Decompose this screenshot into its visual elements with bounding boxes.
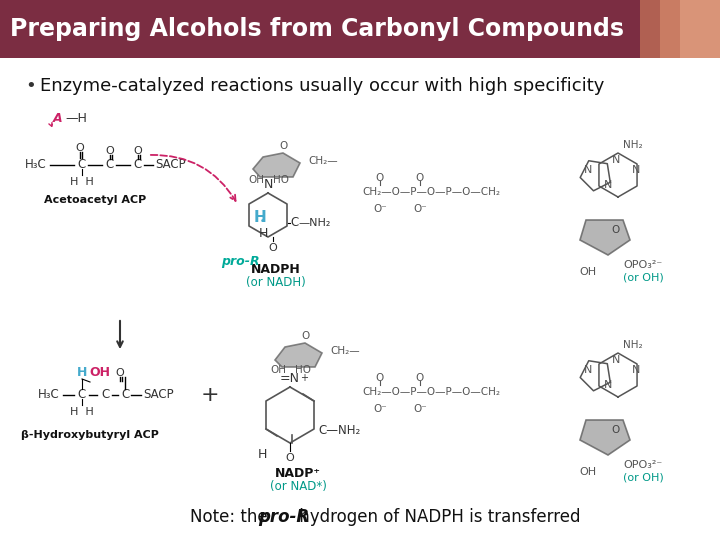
Text: —H: —H [65, 111, 87, 125]
Text: CH₂—O—P—O—P—O—CH₂: CH₂—O—P—O—P—O—CH₂ [362, 387, 500, 397]
Text: H: H [257, 448, 266, 461]
Text: OH: OH [248, 175, 264, 185]
Polygon shape [580, 420, 630, 455]
Text: O⁻: O⁻ [373, 204, 387, 214]
Text: C: C [121, 388, 129, 402]
Bar [680, 0, 720, 58]
Polygon shape [253, 153, 300, 177]
Text: O: O [612, 225, 620, 235]
Text: O: O [416, 173, 424, 183]
Text: N: N [264, 178, 273, 191]
Text: O: O [106, 146, 114, 156]
Text: β-Hydroxybutyryl ACP: β-Hydroxybutyryl ACP [21, 430, 159, 440]
Text: OH: OH [89, 367, 110, 380]
Text: C: C [78, 159, 86, 172]
Text: N: N [604, 180, 612, 190]
Text: HO: HO [273, 175, 289, 185]
Text: O: O [280, 141, 288, 151]
Text: Preparing Alcohols from Carbonyl Compounds: Preparing Alcohols from Carbonyl Compoun… [10, 17, 624, 41]
Text: •: • [25, 77, 36, 95]
Text: C: C [101, 388, 109, 402]
Text: NADPH: NADPH [251, 263, 301, 276]
Bar [660, 0, 720, 58]
Text: A: A [53, 111, 63, 125]
Text: Note: the: Note: the [190, 508, 273, 526]
Text: OPO₃²⁻: OPO₃²⁻ [623, 460, 662, 470]
Text: OH: OH [270, 365, 286, 375]
Text: +: + [201, 385, 220, 405]
Text: N: N [584, 165, 592, 175]
Text: (or NADH): (or NADH) [246, 276, 306, 289]
Text: N: N [584, 365, 592, 375]
Text: OH: OH [580, 467, 597, 477]
Text: pro-R: pro-R [258, 508, 309, 526]
Text: C: C [78, 388, 86, 402]
Text: (or NAD*): (or NAD*) [269, 480, 326, 493]
Text: O: O [134, 146, 143, 156]
Text: SACP: SACP [155, 159, 186, 172]
Text: (or OH): (or OH) [623, 473, 664, 483]
Text: —NH₂: —NH₂ [298, 218, 330, 228]
Text: O: O [116, 368, 125, 378]
Polygon shape [580, 220, 630, 255]
Text: =N: =N [280, 372, 300, 385]
Text: N: N [604, 380, 612, 390]
Text: •: • [260, 218, 264, 226]
Text: C—NH₂: C—NH₂ [318, 424, 360, 437]
Text: NH₂: NH₂ [624, 340, 643, 350]
Text: O⁻: O⁻ [413, 204, 427, 214]
Text: NADP⁺: NADP⁺ [275, 467, 321, 480]
Text: H  H: H H [70, 177, 94, 187]
Text: O⁻: O⁻ [413, 404, 427, 414]
Text: +: + [300, 373, 308, 383]
Text: H: H [253, 210, 266, 225]
Text: O: O [416, 373, 424, 383]
Text: OH: OH [580, 267, 597, 277]
Text: H: H [258, 227, 268, 240]
Bar [0, 0, 720, 58]
Text: NH₂: NH₂ [624, 140, 643, 150]
Text: Acetoacetyl ACP: Acetoacetyl ACP [44, 195, 146, 205]
Text: H₃C: H₃C [38, 388, 60, 402]
Text: (or OH): (or OH) [623, 273, 664, 283]
Text: N: N [632, 165, 640, 175]
Text: O: O [286, 453, 294, 463]
Text: O: O [76, 143, 84, 153]
Text: H: H [77, 367, 87, 380]
Text: O: O [302, 331, 310, 341]
Text: SACP: SACP [143, 388, 174, 402]
Text: C: C [106, 159, 114, 172]
Text: N: N [632, 365, 640, 375]
Bar [640, 0, 720, 58]
Polygon shape [275, 343, 322, 367]
Text: O: O [376, 173, 384, 183]
Text: H₃C: H₃C [25, 159, 47, 172]
Text: H  H: H H [70, 407, 94, 417]
FancyArrowPatch shape [150, 155, 235, 201]
Text: OPO₃²⁻: OPO₃²⁻ [623, 260, 662, 270]
Text: N: N [612, 155, 620, 165]
Text: O: O [612, 425, 620, 435]
FancyArrowPatch shape [49, 123, 53, 126]
Text: HO: HO [295, 365, 311, 375]
Text: CH₂—: CH₂— [308, 156, 338, 166]
Text: O⁻: O⁻ [373, 404, 387, 414]
Text: pro-R: pro-R [221, 255, 259, 268]
Text: hydrogen of NADPH is transferred: hydrogen of NADPH is transferred [294, 508, 580, 526]
Text: C: C [134, 159, 142, 172]
Text: CH₂—O—P—O—P—O—CH₂: CH₂—O—P—O—P—O—CH₂ [362, 187, 500, 197]
Text: O: O [376, 373, 384, 383]
Text: Enzyme-catalyzed reactions usually occur with high specificity: Enzyme-catalyzed reactions usually occur… [40, 77, 604, 95]
Text: CH₂—: CH₂— [330, 346, 359, 356]
Text: C: C [290, 217, 298, 230]
Text: N: N [612, 355, 620, 365]
Text: O: O [269, 243, 277, 253]
